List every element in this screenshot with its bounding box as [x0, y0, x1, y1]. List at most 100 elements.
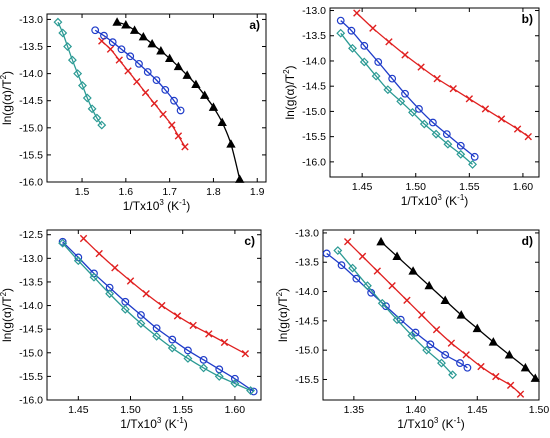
- x-tick-label: 1.50: [120, 404, 141, 416]
- y-tick-label: -13.5: [19, 41, 43, 53]
- data-point: [374, 58, 383, 66]
- data-point: [456, 359, 464, 367]
- series-line: [57, 21, 103, 126]
- data-point: [220, 338, 229, 347]
- series-diamond: [333, 246, 458, 380]
- data-point: [214, 371, 224, 381]
- data-point: [137, 311, 145, 319]
- data-point: [408, 266, 418, 275]
- data-point: [53, 17, 63, 27]
- data-point: [440, 295, 450, 304]
- data-point: [369, 24, 377, 32]
- data-point: [82, 93, 92, 103]
- plot-frame: [46, 13, 267, 183]
- data-point: [449, 85, 457, 93]
- y-tick-label: -14.0: [302, 55, 326, 67]
- y-tick-label: -15.0: [295, 345, 319, 357]
- data-point: [189, 321, 197, 330]
- data-point: [105, 289, 115, 299]
- data-point: [100, 31, 108, 40]
- data-point: [422, 345, 432, 355]
- data-point: [352, 274, 361, 283]
- data-point: [181, 143, 189, 151]
- data-point: [106, 45, 115, 53]
- y-tick-label: -13.0: [295, 227, 319, 239]
- data-point: [173, 312, 182, 320]
- data-point: [348, 263, 358, 273]
- data-point: [156, 46, 166, 55]
- data-point: [176, 106, 185, 115]
- data-point: [73, 256, 83, 266]
- data-point: [79, 234, 88, 243]
- series-line: [116, 21, 241, 180]
- data-point: [199, 355, 208, 364]
- y-tick-label: -13.0: [302, 5, 326, 17]
- x-tick-label: 1.45: [467, 404, 488, 416]
- series-x: [98, 37, 189, 151]
- series-circle: [322, 249, 472, 372]
- panel-label: b): [522, 12, 533, 26]
- data-point: [396, 96, 406, 106]
- y-tick-label: -15.5: [302, 131, 326, 143]
- data-point: [120, 304, 130, 314]
- data-point: [353, 9, 361, 17]
- data-point: [497, 115, 506, 123]
- data-point: [433, 74, 441, 83]
- data-point: [89, 272, 99, 282]
- x-tick-label: 1.45: [352, 181, 373, 193]
- y-axis-title: ln(g(α)/T2): [282, 65, 297, 119]
- data-point: [87, 104, 97, 114]
- data-point: [392, 251, 402, 260]
- data-point: [58, 28, 68, 38]
- data-point: [152, 324, 161, 333]
- x-tick-label: 1.55: [172, 404, 193, 416]
- series-line: [347, 241, 521, 395]
- y-axis-title: ln(g(α)/T2): [275, 288, 290, 342]
- data-point: [108, 38, 117, 47]
- series-x: [353, 9, 532, 141]
- x-tick-label: 1.7: [162, 186, 177, 198]
- data-point: [235, 174, 245, 183]
- data-point: [358, 252, 367, 261]
- data-point: [133, 78, 141, 86]
- data-point: [78, 81, 87, 90]
- data-point: [377, 298, 387, 308]
- data-point: [199, 363, 209, 373]
- data-point: [401, 51, 409, 59]
- y-axis-title: ln(g(α)/T2): [0, 71, 14, 125]
- data-point: [97, 120, 107, 130]
- data-point: [492, 372, 500, 381]
- plot-frame: [322, 229, 540, 401]
- x-tick-label: 1.9: [250, 186, 265, 198]
- data-point: [174, 132, 183, 140]
- data-point: [337, 261, 346, 270]
- data-point: [336, 16, 345, 25]
- data-point: [333, 246, 343, 255]
- data-point: [191, 79, 201, 89]
- series-circle: [58, 237, 258, 396]
- data-point: [147, 38, 157, 48]
- data-point: [524, 132, 532, 141]
- x-axis-title: 1/Tx103 (K-1): [120, 416, 188, 431]
- data-point: [477, 362, 485, 371]
- data-point: [200, 90, 210, 99]
- series-x: [79, 234, 250, 358]
- data-point: [488, 337, 499, 346]
- data-point: [126, 52, 135, 61]
- data-point: [376, 236, 386, 246]
- data-point: [407, 331, 417, 340]
- series-triangle: [376, 236, 540, 382]
- series-line: [62, 242, 251, 392]
- data-point: [388, 281, 396, 290]
- series-line: [94, 29, 182, 111]
- data-point: [58, 237, 67, 246]
- data-point: [481, 105, 490, 113]
- data-point: [383, 85, 393, 95]
- data-point: [447, 339, 456, 347]
- data-point: [158, 301, 166, 310]
- x-tick-label: 1.8: [206, 186, 221, 198]
- data-point: [249, 387, 258, 396]
- plot-frame: [329, 7, 540, 178]
- y-tick-label: -14.5: [19, 95, 43, 107]
- data-point: [441, 350, 450, 359]
